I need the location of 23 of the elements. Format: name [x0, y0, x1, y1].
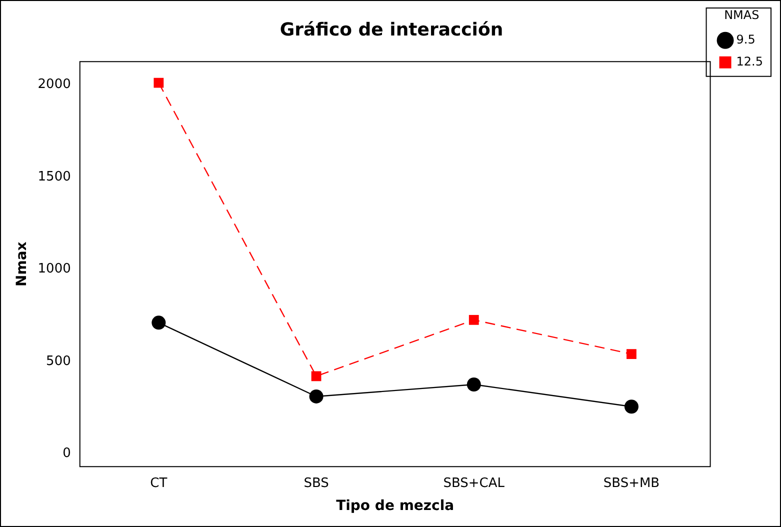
point	[152, 316, 166, 330]
x-tick-label: SBS	[304, 476, 329, 491]
legend-title: NMAS	[724, 8, 760, 22]
point	[466, 377, 481, 392]
point	[311, 371, 322, 382]
point	[309, 389, 324, 404]
point	[624, 400, 638, 414]
chart-title: Gráfico de interacción	[280, 19, 504, 40]
y-tick-label: 1500	[38, 169, 71, 184]
x-tick-label: SBS+MB	[603, 476, 660, 491]
y-tick-label: 500	[46, 354, 71, 369]
point	[154, 78, 164, 88]
y-tick-label: 1000	[38, 262, 71, 277]
y-tick-label: 0	[62, 446, 71, 462]
x-tick-label: SBS+CAL	[443, 476, 506, 491]
legend-label: 12.5	[736, 54, 763, 69]
point	[626, 349, 636, 359]
point	[468, 314, 479, 325]
legend-label: 9.5	[736, 32, 756, 47]
x-axis-title: Tipo de mezcla	[336, 498, 454, 514]
x-tick-label: CT	[150, 476, 168, 491]
y-tick-label: 2000	[38, 77, 71, 92]
y-axis-title: Nmax	[14, 242, 30, 286]
